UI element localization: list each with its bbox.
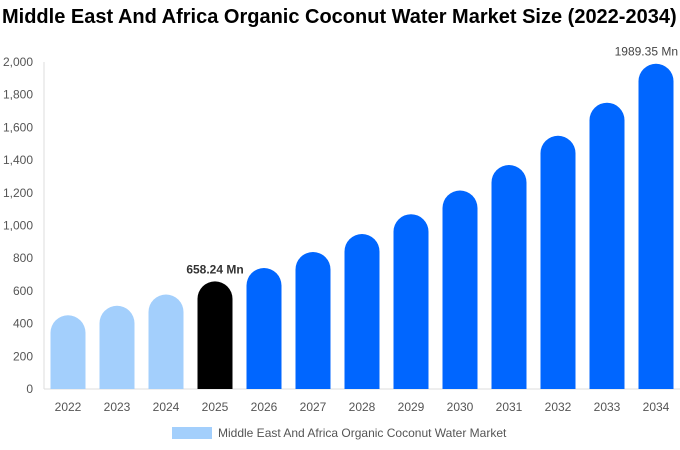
y-tick-label: 0: [26, 382, 33, 396]
bar-2032: [540, 135, 576, 389]
bar-2024: [148, 294, 184, 389]
x-tick-label: 2031: [496, 400, 523, 414]
y-tick-label: 2,000: [3, 55, 33, 69]
bar-2025: [197, 281, 233, 389]
bar-2023: [99, 305, 135, 389]
y-tick-label: 1,400: [3, 153, 33, 167]
bar-2029: [393, 214, 429, 389]
x-tick-label: 2033: [594, 400, 621, 414]
bar-2033: [589, 102, 625, 390]
y-tick-label: 600: [13, 284, 33, 298]
legend: Middle East And Africa Organic Coconut W…: [172, 426, 506, 440]
data-label: 658.24 Mn: [186, 262, 243, 276]
x-tick-label: 2026: [251, 400, 278, 414]
bar-2031: [491, 165, 527, 389]
bar-2028: [344, 234, 380, 389]
bar-2022: [50, 315, 86, 389]
y-tick-label: 200: [13, 349, 33, 363]
x-tick-label: 2025: [202, 400, 229, 414]
x-tick-label: 2030: [447, 400, 474, 414]
y-tick-label: 1,800: [3, 88, 33, 102]
y-tick-label: 400: [13, 317, 33, 331]
y-tick-label: 1,600: [3, 120, 33, 134]
y-tick-label: 1,000: [3, 219, 33, 233]
y-tick-label: 800: [13, 251, 33, 265]
x-tick-label: 2032: [545, 400, 572, 414]
x-tick-label: 2023: [104, 400, 131, 414]
bar-2034: [638, 63, 674, 389]
legend-label: Middle East And Africa Organic Coconut W…: [218, 426, 507, 440]
y-tick-label: 1,200: [3, 186, 33, 200]
chart-title: Middle East And Africa Organic Coconut W…: [2, 6, 677, 28]
x-tick-label: 2028: [349, 400, 376, 414]
x-tick-label: 2034: [643, 400, 670, 414]
legend-swatch: [172, 427, 212, 439]
x-tick-label: 2027: [300, 400, 327, 414]
bar-2026: [246, 268, 282, 389]
bar-2030: [442, 190, 478, 389]
x-tick-label: 2024: [153, 400, 180, 414]
data-label: 1989.35 Mn: [615, 45, 678, 59]
x-tick-label: 2022: [55, 400, 82, 414]
x-tick-label: 2029: [398, 400, 425, 414]
bar-2027: [295, 251, 331, 389]
